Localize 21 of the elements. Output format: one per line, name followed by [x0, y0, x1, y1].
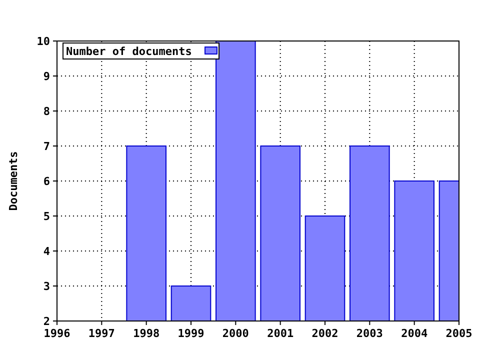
x-tick-label: 1999: [178, 327, 204, 340]
x-tick-label: 1997: [88, 327, 115, 340]
y-tick-label: 8: [43, 105, 50, 118]
y-tick-label: 9: [43, 70, 50, 83]
x-tick-label: 1996: [44, 327, 71, 340]
y-axis-title: Documents: [7, 151, 20, 211]
y-tick-label: 6: [43, 175, 50, 188]
y-tick-label: 5: [43, 210, 50, 223]
y-tick-label: 7: [43, 140, 50, 153]
y-tick-label: 4: [43, 245, 50, 258]
x-tick-label: 2003: [356, 327, 383, 340]
y-tick-label: 10: [36, 35, 50, 48]
x-tick-label: 1998: [133, 327, 160, 340]
x-tick-label: 2001: [267, 327, 294, 340]
y-tick-label: 2: [43, 315, 50, 328]
x-tick-label: 2004: [401, 327, 428, 340]
x-tick-label: 2002: [312, 327, 338, 340]
legend-label: Number of documents: [66, 45, 192, 58]
x-tick-label: 2000: [222, 327, 249, 340]
y-tick-label: 3: [43, 280, 50, 293]
x-tick-label: 2005: [446, 327, 472, 340]
